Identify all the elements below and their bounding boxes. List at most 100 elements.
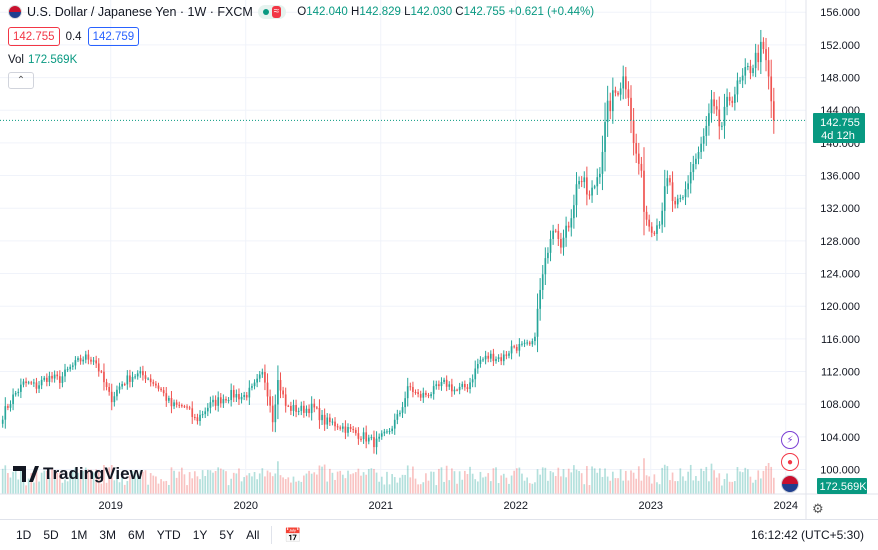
collapse-legend-button[interactable]: ⌃ [8, 72, 34, 89]
volume-bar [186, 485, 188, 494]
timeframe-3m[interactable]: 3M [99, 528, 117, 542]
candle [56, 371, 59, 380]
volume-bar [671, 472, 674, 494]
volume-bar [531, 483, 534, 494]
candle [466, 383, 469, 393]
volume-bar [700, 468, 702, 494]
volume-bar [240, 481, 243, 494]
timeframe-1m[interactable]: 1M [70, 528, 88, 542]
candle [370, 434, 373, 441]
volume-bar [521, 473, 523, 494]
candle [648, 214, 651, 232]
sell-button[interactable]: 142.755 [8, 27, 60, 46]
candle [139, 366, 142, 378]
y-tick-label: 136.000 [820, 171, 860, 183]
timeframe-all[interactable]: All [246, 528, 260, 542]
volume-bar [217, 467, 220, 494]
low-label: L [404, 6, 411, 18]
timeframe-5d[interactable]: 5D [43, 528, 59, 542]
clock[interactable]: 16:12:42 (UTC+5:30) [751, 528, 864, 542]
volume-bar [191, 478, 194, 494]
candle [619, 82, 622, 101]
volume-bar [84, 467, 87, 494]
candle [521, 341, 523, 347]
volume-bar [440, 467, 443, 494]
record-icon[interactable]: ● [781, 453, 799, 471]
volume-bar [404, 474, 406, 494]
volume-bar [365, 474, 368, 494]
candle [637, 142, 640, 175]
candle [84, 350, 87, 364]
chevron-up-icon: ⌃ [16, 75, 26, 86]
candle [144, 371, 147, 383]
timeframe-6m[interactable]: 6M [128, 528, 145, 542]
candle [292, 399, 295, 417]
symbol-legend[interactable]: U.S. Dollar / Japanese Yen · 1W · FXCM ≈… [8, 5, 594, 19]
volume-bar [708, 481, 710, 494]
candle [261, 368, 264, 378]
candle [279, 372, 282, 399]
candle [744, 58, 747, 85]
candle [100, 370, 103, 374]
volume-bar [622, 480, 625, 494]
timeframe-1y[interactable]: 1Y [192, 528, 208, 542]
gear-icon[interactable]: ⚙ [812, 501, 824, 516]
buy-button[interactable]: 142.759 [87, 27, 140, 46]
candle [12, 388, 14, 411]
candle [30, 380, 33, 385]
candle [20, 378, 22, 399]
volume-bar [352, 473, 355, 494]
volume-bar [471, 473, 474, 494]
volume-bar [401, 474, 404, 494]
volume-bar [9, 477, 12, 494]
volume-bar [183, 474, 186, 494]
candle [580, 176, 583, 188]
close-label: C [455, 6, 464, 18]
calendar-icon[interactable]: 📅 [284, 526, 302, 543]
volume-bar [741, 472, 744, 494]
volume-bar [611, 471, 614, 494]
y-tick-label: 116.000 [821, 334, 860, 346]
volume-bar [61, 482, 64, 494]
volume-bar [554, 476, 557, 494]
timeframe-ytd[interactable]: YTD [156, 528, 181, 542]
candle [500, 353, 503, 366]
volume-bar [679, 468, 682, 494]
candle [217, 391, 220, 412]
lightning-icon[interactable]: ⚡ [781, 431, 799, 449]
volume-legend[interactable]: Vol 172.569K [8, 54, 77, 66]
tradingview-logo[interactable]: TradingView [13, 464, 143, 484]
candle [61, 372, 64, 388]
wave-icon: ≈ [271, 6, 282, 18]
candle [168, 395, 170, 404]
symbol-title[interactable]: U.S. Dollar / Japanese Yen · 1W · FXCM [27, 5, 253, 19]
candle [178, 401, 181, 409]
price-chart[interactable]: 156.000152.000148.000144.000140.000136.0… [0, 0, 878, 519]
candle [193, 413, 196, 421]
volume-bar [697, 480, 700, 494]
candle [64, 363, 66, 383]
volume-bar [632, 472, 635, 494]
volume-bar [451, 468, 453, 494]
volume-bar [277, 461, 279, 494]
candle [523, 339, 526, 348]
candle [108, 383, 110, 396]
timeframe-5y[interactable]: 5Y [219, 528, 235, 542]
us-flag-icon[interactable] [781, 475, 799, 493]
x-tick-label: 2021 [368, 500, 392, 512]
volume-bar [25, 485, 27, 494]
high-label: H [351, 6, 360, 18]
timeframe-1d[interactable]: 1D [16, 528, 32, 542]
volume-bar [417, 484, 419, 494]
price-axis[interactable]: 156.000152.000148.000144.000140.000136.0… [805, 0, 860, 519]
time-axis[interactable]: 2019 2020 2021 2022 2023 2024 [0, 493, 878, 512]
volume-bar [547, 480, 549, 494]
side-indicators[interactable]: ⚡ ● [781, 431, 799, 493]
bar-countdown: 4d 12h [821, 130, 855, 142]
volume-bar [251, 476, 253, 494]
market-status-badge[interactable]: ≈ [257, 5, 287, 19]
volume-bar [645, 475, 648, 494]
candle [505, 351, 508, 360]
candle [588, 190, 591, 200]
